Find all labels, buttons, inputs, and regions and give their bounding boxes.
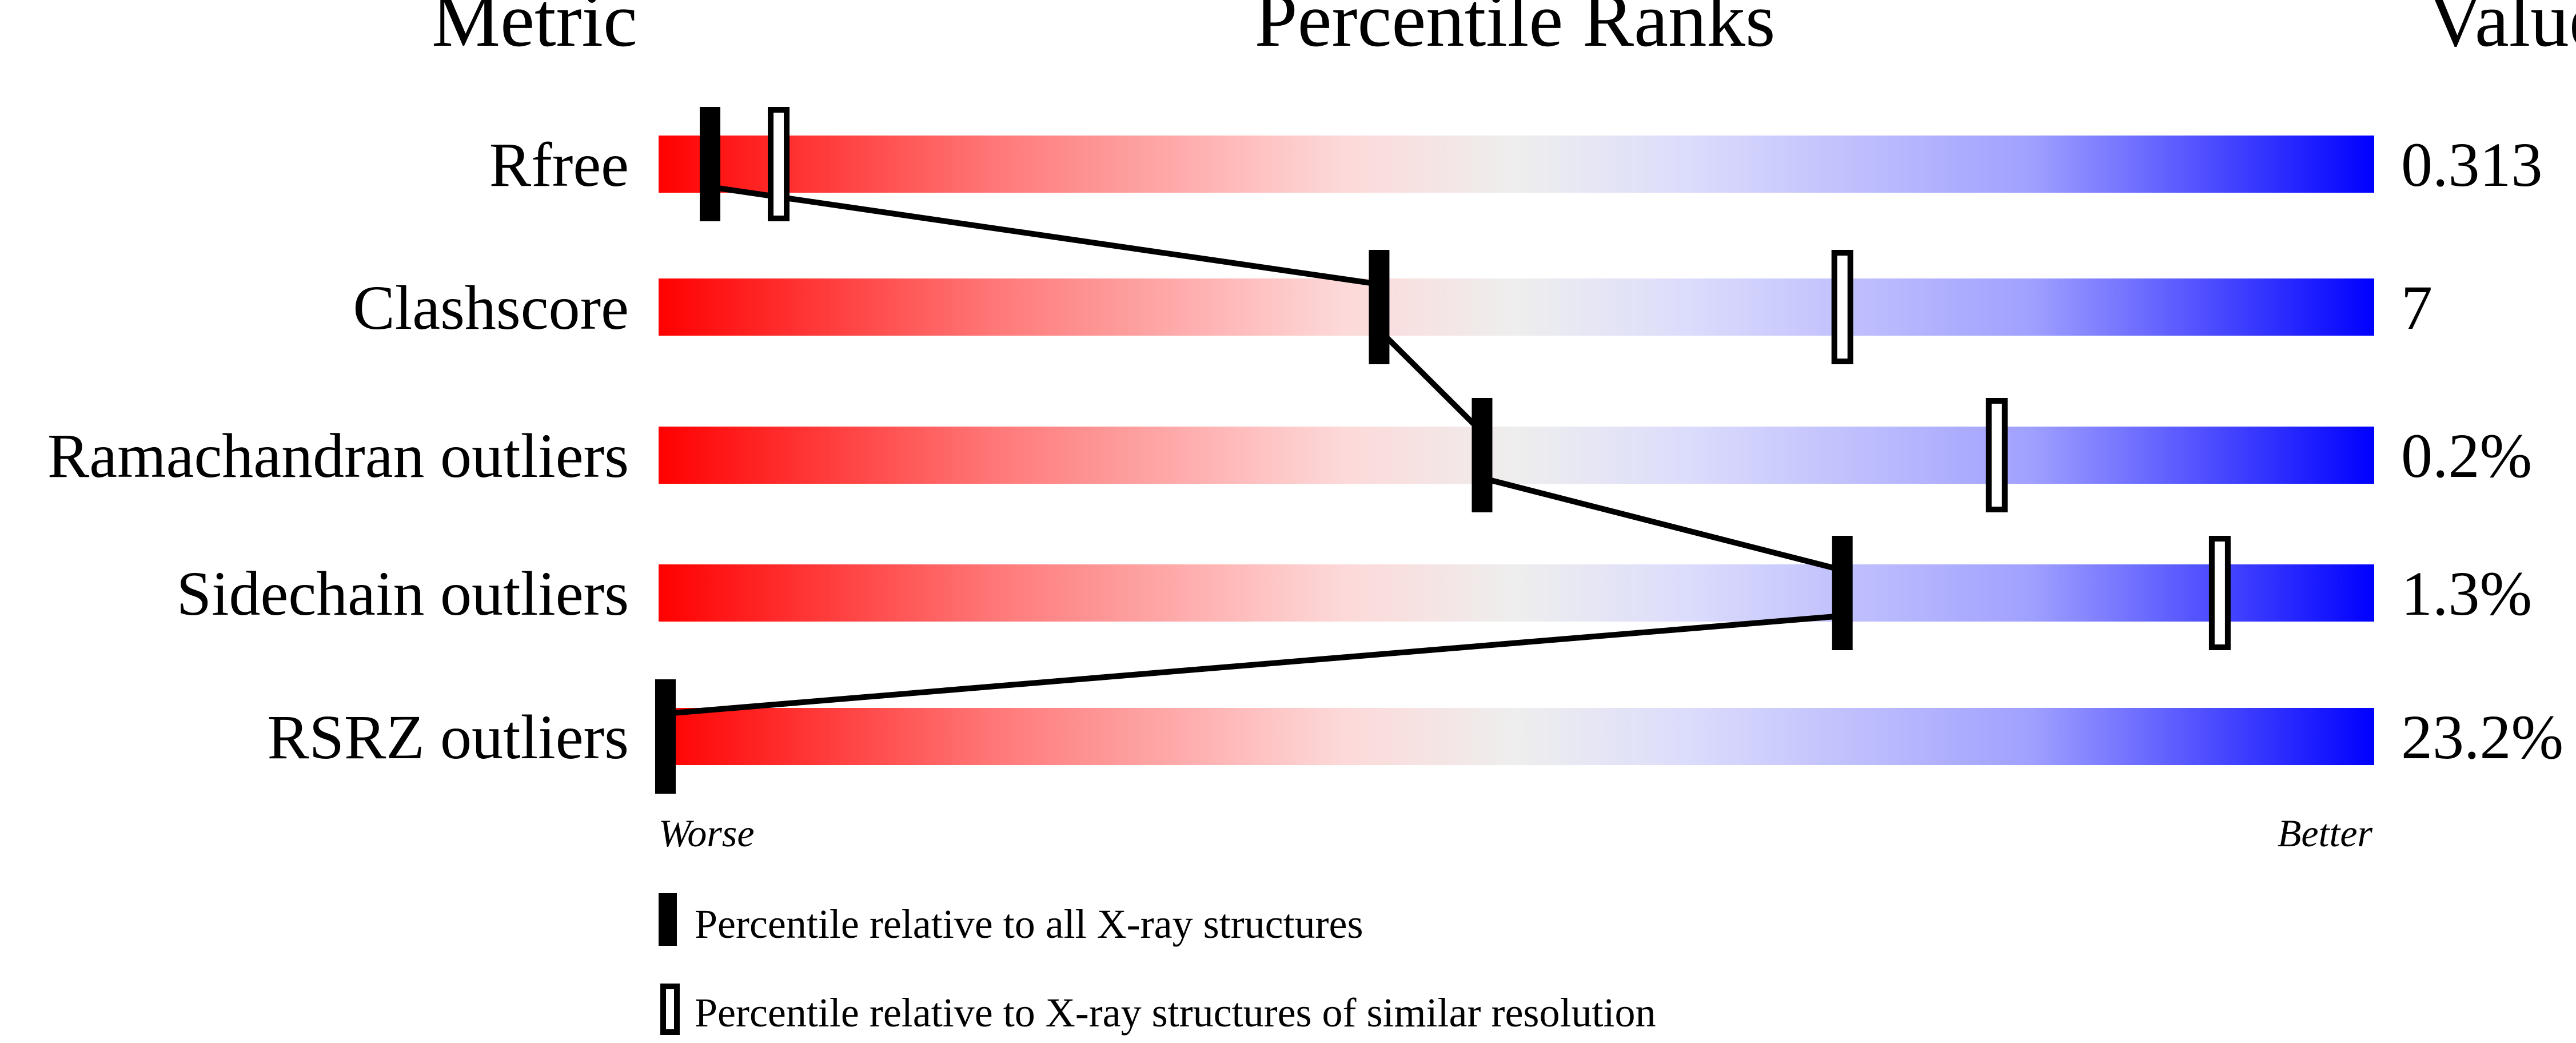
legend-filled-marker <box>659 893 677 946</box>
absolute-percentile-marker <box>1832 536 1853 650</box>
header-ranks: Percentile Ranks <box>1255 0 1776 63</box>
connector-line <box>1377 328 1485 435</box>
absolute-percentile-marker <box>655 679 676 794</box>
metric-label: Rfree <box>489 130 629 200</box>
metric-value: 0.313 <box>2401 130 2543 200</box>
absolute-percentile-marker <box>1472 398 1493 512</box>
gradient-bar <box>659 564 2374 622</box>
metric-label: Ramachandran outliers <box>47 421 629 491</box>
connector-line <box>1481 475 1843 573</box>
gradient-bar <box>659 278 2374 336</box>
absolute-percentile-marker <box>700 107 721 221</box>
legend-open-marker <box>660 984 680 1035</box>
worse-label: Worse <box>659 811 755 855</box>
relative-percentile-marker <box>1831 250 1853 364</box>
metric-label: Clashscore <box>353 273 629 343</box>
metric-value: 0.2% <box>2401 421 2532 491</box>
legend-open-label: Percentile relative to X-ray structures … <box>695 990 1656 1036</box>
connector-line <box>709 184 1380 287</box>
metric-value: 23.2% <box>2401 702 2563 772</box>
absolute-percentile-marker <box>1369 250 1390 364</box>
better-label: Better <box>2278 811 2373 855</box>
metric-value: 1.3% <box>2401 559 2532 628</box>
relative-percentile-marker <box>2208 536 2231 650</box>
gradient-bar <box>659 136 2374 193</box>
connector-line <box>665 613 1843 716</box>
gradient-bar <box>659 708 2374 765</box>
relative-percentile-marker <box>1985 398 2008 512</box>
metric-value: 7 <box>2401 273 2433 343</box>
header-metric: Metric <box>432 0 637 63</box>
header-value: Value <box>2427 0 2576 63</box>
gradient-bar <box>659 427 2374 484</box>
legend-filled-label: Percentile relative to all X-ray structu… <box>695 901 1363 947</box>
metric-label: RSRZ outliers <box>267 702 629 772</box>
relative-percentile-marker <box>768 107 790 221</box>
metric-label: Sidechain outliers <box>177 559 629 628</box>
